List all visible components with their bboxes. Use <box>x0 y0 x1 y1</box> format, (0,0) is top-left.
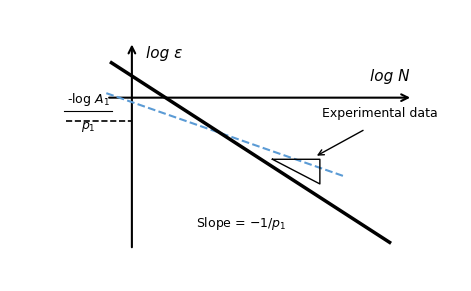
Text: Slope = $-1/p_1$: Slope = $-1/p_1$ <box>196 215 286 232</box>
Text: log ε: log ε <box>146 46 183 61</box>
Text: Experimental data: Experimental data <box>322 107 438 120</box>
Text: log N: log N <box>370 69 409 84</box>
Text: -log $A_1$: -log $A_1$ <box>67 91 109 109</box>
Text: $p_1$: $p_1$ <box>81 120 96 134</box>
